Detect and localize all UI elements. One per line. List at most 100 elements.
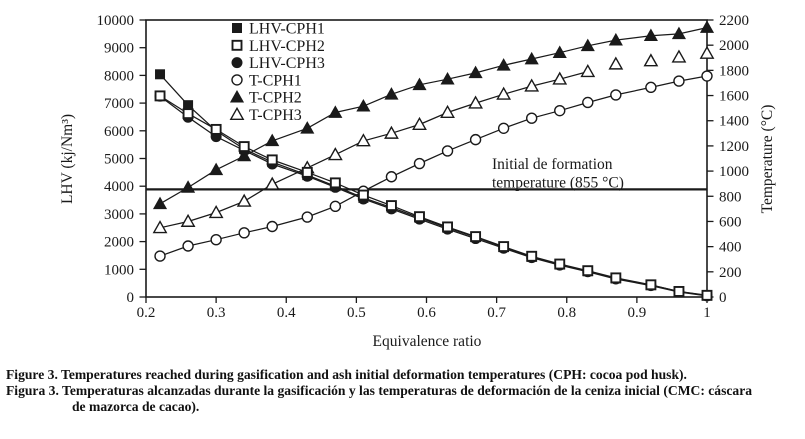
marker-triangle-filled (412, 77, 427, 91)
y-right-tick-label: 2000 (719, 38, 749, 54)
y-right-tick-label: 800 (719, 189, 742, 205)
series-LHV-CPH2 (154, 90, 713, 301)
plot-border (145, 19, 708, 298)
y-right-tick-label: 1600 (719, 89, 749, 105)
marker-triangle-open (580, 63, 596, 78)
x-tick-label: 0.3 (207, 305, 226, 321)
marker-square-open (385, 200, 397, 212)
marker-square-open (470, 231, 482, 243)
chart-canvas: 0.2 0.3 0.4 0.5 0.6 0.7 0.8 0.9 1010002000300040… (59, 13, 776, 350)
marker-circle-open (266, 220, 278, 233)
marker-square-open (701, 289, 713, 301)
marker-triangle-open (608, 56, 624, 70)
marker-square-open (238, 141, 250, 153)
gasification-chart: 0.2 0.3 0.4 0.5 0.6 0.7 0.8 0.9 1 0 1000 2000 3000 40… (59, 13, 776, 350)
y-left-tick-label: 4000 (104, 179, 134, 195)
x-tick-label: 1 (703, 305, 711, 321)
marker-triangle-open (699, 45, 715, 59)
x-tick-label: 0.6 (417, 305, 436, 321)
marker-square-open (610, 272, 622, 284)
marker-triangle-open (524, 78, 540, 92)
marker-triangle-open (355, 133, 371, 147)
y-left-tick-label: 9000 (104, 41, 134, 57)
legend-label-LHV-CPH2: LHV-CPH2 (249, 38, 325, 55)
y-left-tick-label: 5000 (104, 152, 134, 168)
caption-spanish: Figura 3. Temperaturas alcanzadas durant… (6, 383, 753, 398)
marker-circle-open (469, 133, 482, 146)
marker-triangle-filled (181, 180, 196, 193)
marker-triangle-open (180, 213, 196, 227)
legend-label-T-CPH1: T-CPH1 (249, 72, 302, 89)
marker-triangle-filled (699, 20, 715, 33)
marker-square-open (673, 286, 685, 297)
legend-item-T-CPH1: T-CPH1 (231, 72, 302, 89)
marker-triangle-filled (328, 105, 343, 118)
marker-circle-open (673, 75, 685, 87)
y-left-tick-label: 0 (127, 290, 135, 306)
marker-square-open (210, 123, 222, 135)
marker-square-open (301, 166, 313, 178)
y-left-tick-label: 3000 (104, 207, 134, 223)
marker-circle-open (231, 74, 243, 86)
x-tick-label: 0.5 (347, 305, 366, 321)
x-tick-label: 0.4 (277, 305, 296, 321)
marker-circle-open (329, 200, 342, 213)
y-left-tick-label: 1000 (104, 262, 134, 278)
marker-triangle-filled (209, 162, 224, 176)
series-LHV-CPH3 (154, 90, 713, 302)
legend-item-LHV-CPH2: LHV-CPH2 (231, 38, 325, 55)
marker-circle-open (301, 211, 313, 223)
marker-square-open (231, 39, 243, 51)
caption-spanish-continued: de mazorca de cacao). (72, 399, 200, 414)
marker-triangle-open (384, 125, 399, 139)
marker-circle-open (497, 122, 510, 134)
marker-square-open (645, 279, 657, 291)
marker-square-open (442, 221, 453, 233)
marker-circle-open (582, 96, 594, 109)
y-right-tick-label: 1000 (719, 164, 749, 180)
x-axis-title: Equivalence ratio (373, 333, 482, 350)
marker-square-open (414, 211, 425, 223)
series-line-LHV-CPH1 (159, 73, 708, 297)
marker-square-open (498, 241, 510, 253)
marker-square-filled (232, 23, 242, 33)
marker-triangle-filled (384, 87, 399, 100)
legend-item-T-CPH2: T-CPH2 (229, 90, 302, 107)
x-tick-label: 0.8 (557, 305, 576, 321)
series-line-LHV-CPH3 (159, 95, 708, 297)
y-right-tick-label: 200 (719, 265, 742, 281)
y-right-axis-title: Temperature (°C) (759, 105, 776, 214)
figure-caption: Figure 3. Temperatures reached during ga… (6, 367, 800, 415)
y-right-tick-label: 1200 (719, 139, 749, 155)
series-line-T-CPH2 (159, 26, 708, 205)
y-left-tick-label: 8000 (104, 68, 134, 84)
marker-triangle-filled (496, 58, 511, 71)
marker-triangle-filled (671, 26, 687, 40)
marker-square-open (582, 265, 594, 277)
marker-triangle-open (264, 176, 280, 190)
marker-triangle-filled (608, 32, 623, 46)
legend-item-LHV-CPH3: LHV-CPH3 (231, 55, 325, 72)
marker-triangle-filled (552, 45, 567, 59)
legend-item-LHV-CPH1: LHV-CPH1 (232, 21, 325, 38)
marker-circle-open (413, 157, 426, 170)
marker-triangle-open (671, 49, 687, 63)
y-right-tick-label: 2200 (719, 13, 749, 29)
series-line-T-CPH3 (159, 70, 588, 229)
marker-triangle-open (152, 220, 168, 234)
marker-circle-open (238, 227, 250, 239)
y-left-axis-title: LHV (kj/Nm³) (59, 114, 76, 204)
annotation-line1: Initial de formation (492, 156, 613, 173)
y-left-tick-label: 10000 (97, 13, 135, 29)
marker-circle-open (210, 234, 222, 246)
series-T-CPH3 (152, 45, 715, 234)
marker-triangle-filled (468, 65, 483, 79)
series-LHV-CPH1 (155, 69, 712, 301)
y-left-tick-label: 7000 (104, 96, 134, 112)
marker-square-open (554, 258, 566, 270)
marker-triangle-open (552, 71, 568, 85)
marker-circle-open (610, 89, 622, 101)
marker-triangle-open (208, 205, 224, 219)
marker-square-open (357, 189, 369, 201)
y-right-tick-label: 1400 (719, 114, 749, 130)
